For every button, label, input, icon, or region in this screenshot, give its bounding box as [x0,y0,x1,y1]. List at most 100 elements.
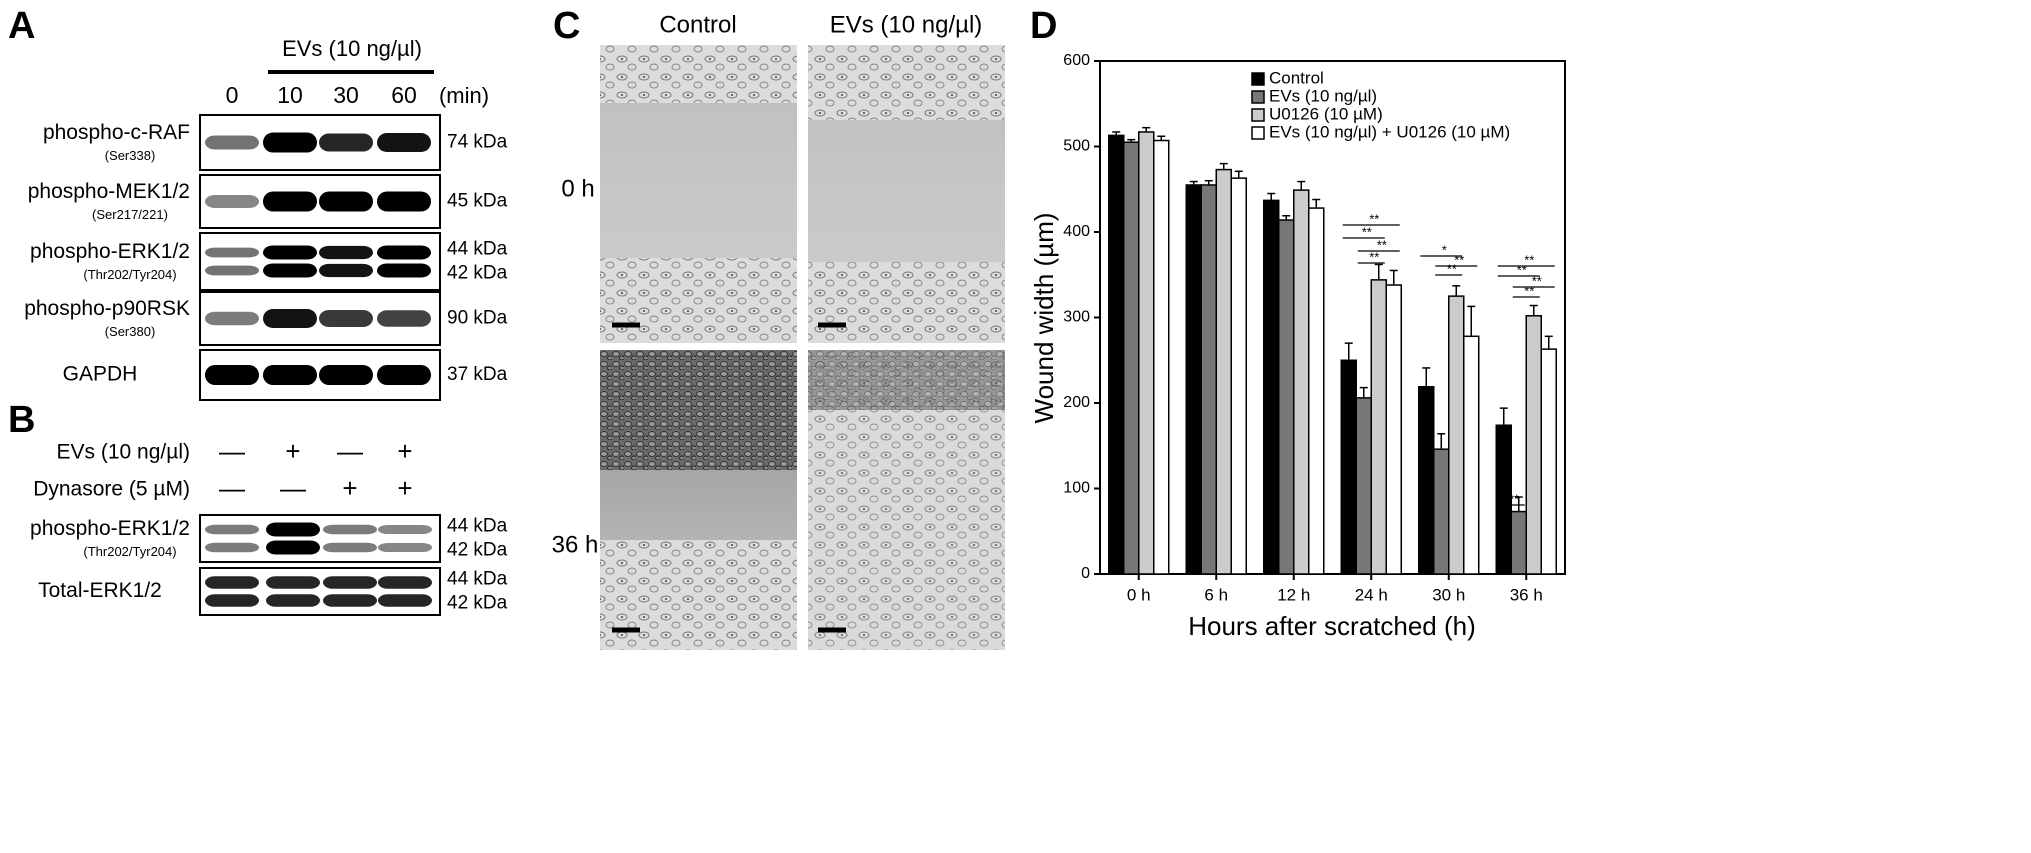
panel-d: D Wound width (µm) Hours after scratched… [1029,5,1566,641]
bar [1308,207,1325,575]
y-tick-label: 0 [1081,565,1090,582]
lane-label: 30 [333,82,359,108]
micrograph [600,45,797,343]
bar [1510,510,1527,575]
bar [1355,397,1372,575]
band [263,365,317,385]
condition-label: EVs (10 ng/µl) [57,441,191,464]
y-tick-label: 300 [1063,309,1090,326]
size-label: 37 kDa [447,364,508,385]
condition-sign: + [342,473,357,503]
band [323,542,377,553]
band [323,524,377,535]
y-tick-label: 100 [1063,480,1090,497]
band [266,594,320,607]
condition-sign: + [397,473,412,503]
size-label: 42 kDa [447,263,508,284]
legend-label: EVs (10 ng/µl) + U0126 (10 µM) [1269,122,1510,141]
micrograph [808,350,1005,650]
error-bar [1234,170,1243,179]
band [263,309,317,328]
bar [1385,284,1402,575]
significance-label: ** [1447,261,1457,276]
blot-frame [199,514,441,563]
bar [1185,184,1202,575]
band [378,524,432,535]
bar [1200,184,1217,575]
band [263,245,317,260]
error-bar [1389,269,1398,286]
protein-label: phospho-c-RAF [43,121,190,144]
row-label: 0 h [561,175,594,202]
bar [1418,386,1435,575]
protein-label: phospho-p90RSK [24,297,190,320]
significance-label: ** [1454,252,1464,267]
bar [1463,335,1480,575]
band [205,524,259,535]
site-label: (Ser338) [105,148,156,163]
error-bar [1529,304,1538,316]
significance-label: * [1442,242,1447,257]
band [323,576,377,589]
column-label: Control [659,11,736,38]
error-bar [1312,198,1321,209]
bar [1370,279,1387,575]
site-label: (Ser380) [105,324,156,339]
band [205,195,259,208]
blot-frame [199,232,441,291]
significance-label: ** [1524,283,1534,298]
band [205,311,259,326]
significance-label: ** [1509,491,1519,506]
band [266,540,320,555]
band [377,263,431,278]
bar [1230,177,1247,575]
protein-label: GAPDH [63,363,138,386]
x-axis-label: Hours after scratched (h) [1188,611,1476,641]
band [377,133,431,152]
lane-label: 60 [391,82,417,108]
error-bar [1437,433,1446,450]
bar [1433,448,1450,575]
significance-label: ** [1369,249,1379,264]
size-label: 44 kDa [447,516,508,537]
band [377,191,431,212]
protein-label: phospho-ERK1/2 [30,517,190,540]
y-tick-label: 500 [1063,138,1090,155]
bar [1123,141,1140,575]
error-bar [1204,179,1213,185]
band [377,365,431,385]
band [205,542,259,553]
x-tick-label: 12 h [1277,585,1310,604]
site-label: (Ser217/221) [92,207,168,222]
error-bar [1297,180,1306,191]
size-label: 44 kDa [447,239,508,260]
band [266,576,320,589]
y-tick-label: 600 [1063,52,1090,69]
size-label: 74 kDa [447,132,508,153]
error-bar [1142,126,1151,132]
y-tick-label: 200 [1063,394,1090,411]
band [266,522,320,537]
protein-label: phospho-MEK1/2 [28,180,190,203]
band [205,576,259,589]
lane-label: 0 [226,82,239,108]
error-bar [1467,305,1476,337]
band [205,265,259,276]
x-tick-label: 6 h [1204,585,1228,604]
bar [1293,189,1310,575]
bar [1215,168,1232,575]
band [263,132,317,153]
band [205,594,259,607]
error-bar [1452,285,1461,297]
band [319,310,373,327]
band [323,594,377,607]
unit-label: (min) [439,83,489,108]
error-bar [1267,192,1276,201]
error-bar [1157,135,1166,141]
protein-label: phospho-ERK1/2 [30,240,190,263]
legend-swatch [1251,126,1265,140]
protein-label: Total-ERK1/2 [38,579,162,602]
y-axis-label: Wound width (µm) [1029,212,1059,423]
condition-sign: — [337,436,363,466]
